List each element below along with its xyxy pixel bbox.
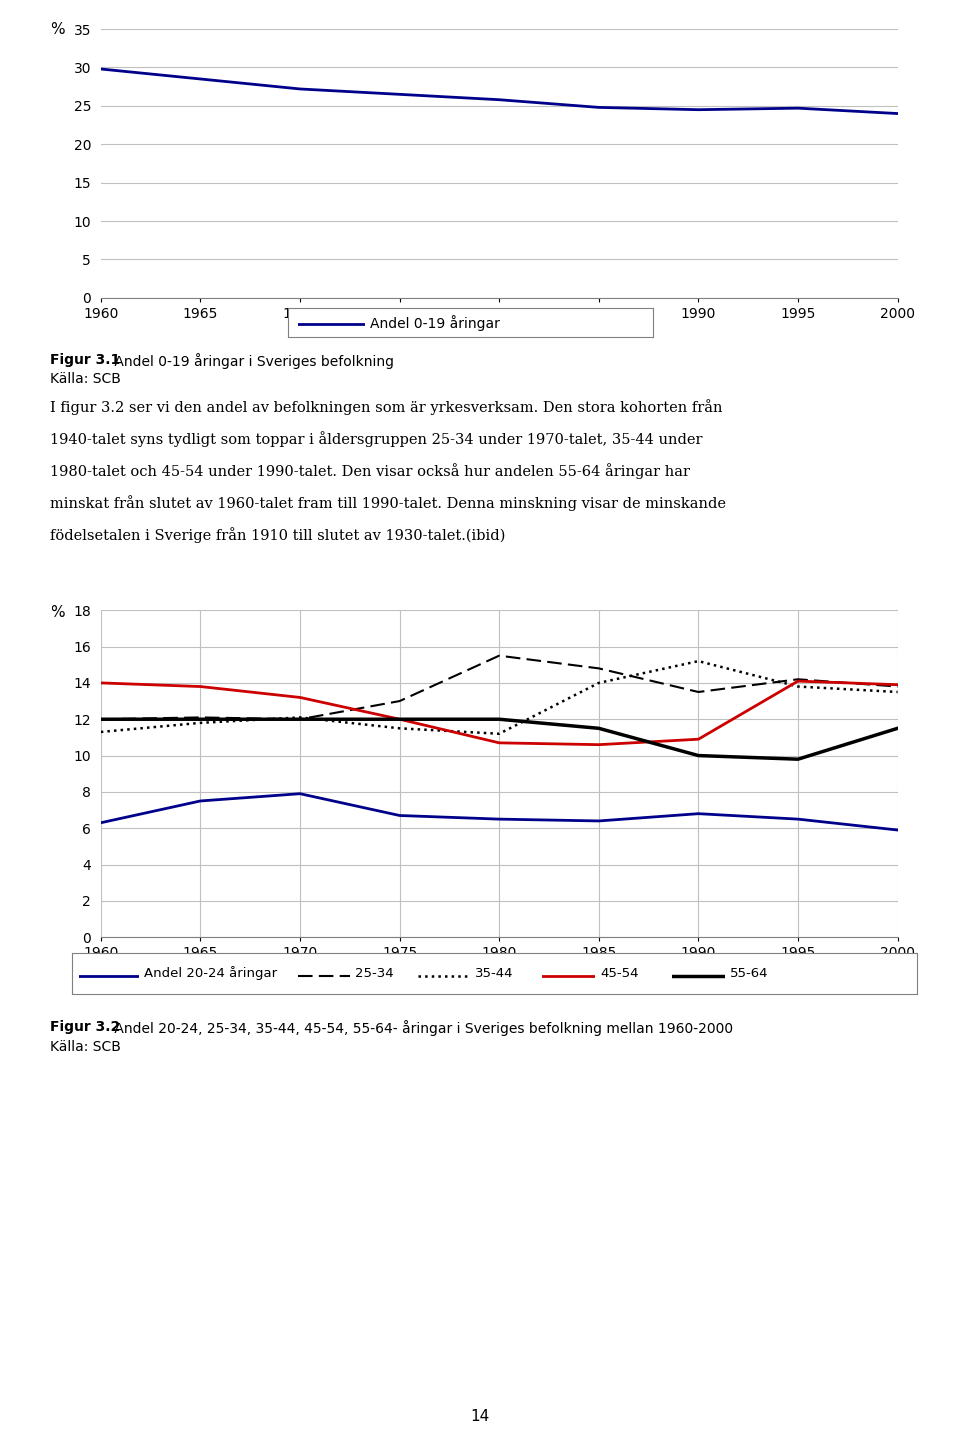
Text: minskat från slutet av 1960-talet fram till 1990-talet. Denna minskning visar de: minskat från slutet av 1960-talet fram t… <box>50 495 726 511</box>
Text: 45-54: 45-54 <box>600 968 638 979</box>
Text: Källa: SCB: Källa: SCB <box>50 372 121 386</box>
Text: 1980-talet och 45-54 under 1990-talet. Den visar också hur andelen 55-64 åringar: 1980-talet och 45-54 under 1990-talet. D… <box>50 464 690 479</box>
Text: Figur 3.1: Figur 3.1 <box>50 353 120 368</box>
Text: Andel 0-19 åringar: Andel 0-19 åringar <box>370 315 499 330</box>
Text: Källa: SCB: Källa: SCB <box>50 1040 121 1055</box>
Y-axis label: %: % <box>50 22 64 38</box>
Text: Figur 3.2: Figur 3.2 <box>50 1020 120 1035</box>
Text: 14: 14 <box>470 1409 490 1424</box>
Text: 25-34: 25-34 <box>355 968 394 979</box>
Text: 55-64: 55-64 <box>730 968 768 979</box>
Y-axis label: %: % <box>50 604 64 620</box>
Text: Andel 20-24 åringar: Andel 20-24 åringar <box>144 966 277 981</box>
Text: I figur 3.2 ser vi den andel av befolkningen som är yrkesverksam. Den stora koho: I figur 3.2 ser vi den andel av befolkni… <box>50 400 723 416</box>
X-axis label: År: År <box>490 327 509 341</box>
Text: 35-44: 35-44 <box>475 968 514 979</box>
Text: Andel 20-24, 25-34, 35-44, 45-54, 55-64- åringar i Sveriges befolkning mellan 19: Andel 20-24, 25-34, 35-44, 45-54, 55-64-… <box>110 1020 733 1036</box>
Text: 1940-talet syns tydligt som toppar i åldersgruppen 25-34 under 1970-talet, 35-44: 1940-talet syns tydligt som toppar i åld… <box>50 432 703 448</box>
X-axis label: År: År <box>490 966 509 981</box>
Text: Andel 0-19 åringar i Sveriges befolkning: Andel 0-19 åringar i Sveriges befolkning <box>110 353 395 369</box>
Text: födelsetalen i Sverige från 1910 till slutet av 1930-talet.(ibid): födelsetalen i Sverige från 1910 till sl… <box>50 527 505 543</box>
